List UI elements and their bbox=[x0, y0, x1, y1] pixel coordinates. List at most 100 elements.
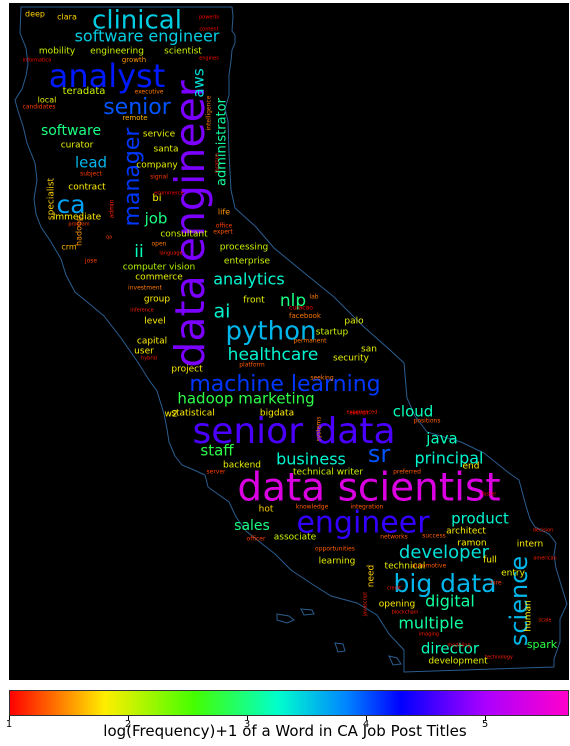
word-clara: clara bbox=[57, 13, 77, 22]
word-office: office bbox=[216, 223, 233, 230]
word-architect: architect bbox=[446, 527, 486, 537]
word-signal: signal bbox=[150, 174, 168, 181]
word-credit: credit bbox=[387, 586, 401, 592]
california-wordcloud: data scientist senior data data engineer en… bbox=[14, 6, 568, 673]
word-specialist: specialist bbox=[47, 177, 57, 220]
word-investment: investment bbox=[128, 285, 163, 292]
word-project: project bbox=[171, 365, 203, 375]
word-mobility: mobility bbox=[39, 47, 76, 57]
word-imaging: imaging bbox=[419, 632, 439, 638]
colorbar-tick bbox=[128, 716, 129, 720]
word-lead: lead bbox=[75, 154, 107, 172]
word-location: location bbox=[215, 153, 221, 173]
word-curator: curator bbox=[61, 141, 94, 151]
word-blockchain: blockchain bbox=[392, 610, 419, 616]
word-manager: manager bbox=[120, 127, 145, 227]
word-lab: lab bbox=[309, 294, 318, 301]
word-decision: decision bbox=[533, 528, 554, 534]
word-american: american bbox=[533, 556, 556, 562]
colorbar-tick-label: 4 bbox=[362, 719, 370, 730]
colorbar: 1 2 3 4 5 bbox=[6, 690, 569, 730]
word-job: job bbox=[144, 210, 168, 228]
word-crm: crm bbox=[61, 243, 77, 252]
word-officer: officer bbox=[247, 536, 266, 543]
word-need: need bbox=[367, 565, 377, 588]
word-principal: principal bbox=[415, 449, 484, 468]
word-scientist: scientist bbox=[164, 47, 202, 57]
word-experienced: experienced bbox=[347, 410, 378, 416]
colorbar-tick bbox=[247, 716, 248, 720]
colorbar-tick bbox=[9, 716, 10, 720]
word-cloud: cloud bbox=[393, 403, 434, 421]
word-hybrid: hybrid bbox=[141, 356, 157, 362]
word-seeking: seeking bbox=[310, 375, 333, 382]
channel-island-2 bbox=[300, 608, 315, 616]
word-science: science bbox=[505, 556, 533, 646]
word-permanent: permanent bbox=[293, 338, 327, 345]
word-remote: remote bbox=[122, 114, 147, 122]
word-backend: backend bbox=[223, 461, 261, 471]
word-digital: digital bbox=[425, 592, 475, 611]
word-engineer: engineer bbox=[296, 506, 430, 541]
word-automotive: automotive bbox=[412, 563, 447, 570]
word-growth: growth bbox=[122, 56, 146, 64]
word-intelligence: intelligence bbox=[206, 95, 213, 130]
word-level: level bbox=[144, 317, 165, 327]
california-outline bbox=[14, 6, 568, 673]
word-computer-vision: computer vision bbox=[123, 263, 196, 273]
word-associate: associate bbox=[274, 533, 317, 543]
word-processing: processing bbox=[220, 243, 269, 253]
word-company: company bbox=[136, 161, 178, 171]
word-developer: developer bbox=[399, 542, 490, 563]
word-business: business bbox=[276, 450, 346, 469]
word-engines: engines bbox=[199, 56, 219, 62]
word-preferred: preferred bbox=[393, 469, 421, 476]
word-data-scientist: data scientist bbox=[237, 466, 500, 511]
word-learning: learning bbox=[319, 557, 356, 567]
word-admin: admin bbox=[109, 199, 116, 218]
word-opportunities: opportunities bbox=[315, 546, 355, 553]
word-technology: technology bbox=[485, 655, 513, 661]
word-ai: ai bbox=[214, 301, 231, 323]
word-analyst: analyst bbox=[49, 57, 166, 95]
colorbar-tick bbox=[366, 716, 367, 720]
word-group: group bbox=[144, 295, 170, 305]
word-aws: aws bbox=[190, 68, 208, 97]
word-technical: technical bbox=[385, 562, 426, 572]
word-ecommerce: ecommerce bbox=[154, 191, 183, 197]
word-spark: spark bbox=[527, 638, 558, 651]
word-opening: opening bbox=[379, 600, 415, 610]
word-inference: inference bbox=[130, 308, 153, 314]
word-content: content bbox=[199, 27, 218, 33]
word-bigdata: bigdata bbox=[260, 409, 294, 419]
colorbar-gradient bbox=[9, 690, 569, 716]
word-subject: subject bbox=[80, 171, 102, 178]
word-startup: startup bbox=[316, 328, 349, 338]
word-intern: intern bbox=[517, 540, 544, 550]
channel-island-4 bbox=[388, 655, 402, 666]
word-full: full bbox=[483, 556, 497, 566]
words-layer: data scientist senior data data engineer en… bbox=[23, 6, 558, 667]
word-sr: sr bbox=[368, 440, 391, 468]
word-foster: foster bbox=[482, 492, 497, 498]
word-positions: positions bbox=[414, 418, 441, 425]
word-analytics: analytics bbox=[213, 270, 285, 289]
word-hire: hire bbox=[490, 580, 502, 587]
word-open: open bbox=[152, 241, 167, 248]
word-java: java bbox=[425, 430, 457, 448]
word-nlp: nlp bbox=[280, 291, 306, 311]
word-javascript: javascript bbox=[363, 592, 369, 617]
word-ca: ca bbox=[56, 190, 85, 219]
word-big-data: big data bbox=[394, 569, 497, 598]
word-ramon: ramon bbox=[457, 539, 486, 549]
word-development: development bbox=[428, 657, 488, 667]
word-life: life bbox=[218, 208, 230, 217]
word-director: director bbox=[421, 640, 480, 658]
word-human: human bbox=[524, 600, 534, 631]
word-local: local bbox=[38, 96, 57, 105]
colorbar-label: log(Frequency)+1 of a Word in CA Job Pos… bbox=[103, 722, 467, 740]
colorbar-tick-label: 1 bbox=[5, 719, 13, 730]
word-bi: bi bbox=[152, 193, 161, 204]
word-capital: capital bbox=[137, 337, 167, 347]
word-healthcare: healthcare bbox=[228, 345, 319, 365]
